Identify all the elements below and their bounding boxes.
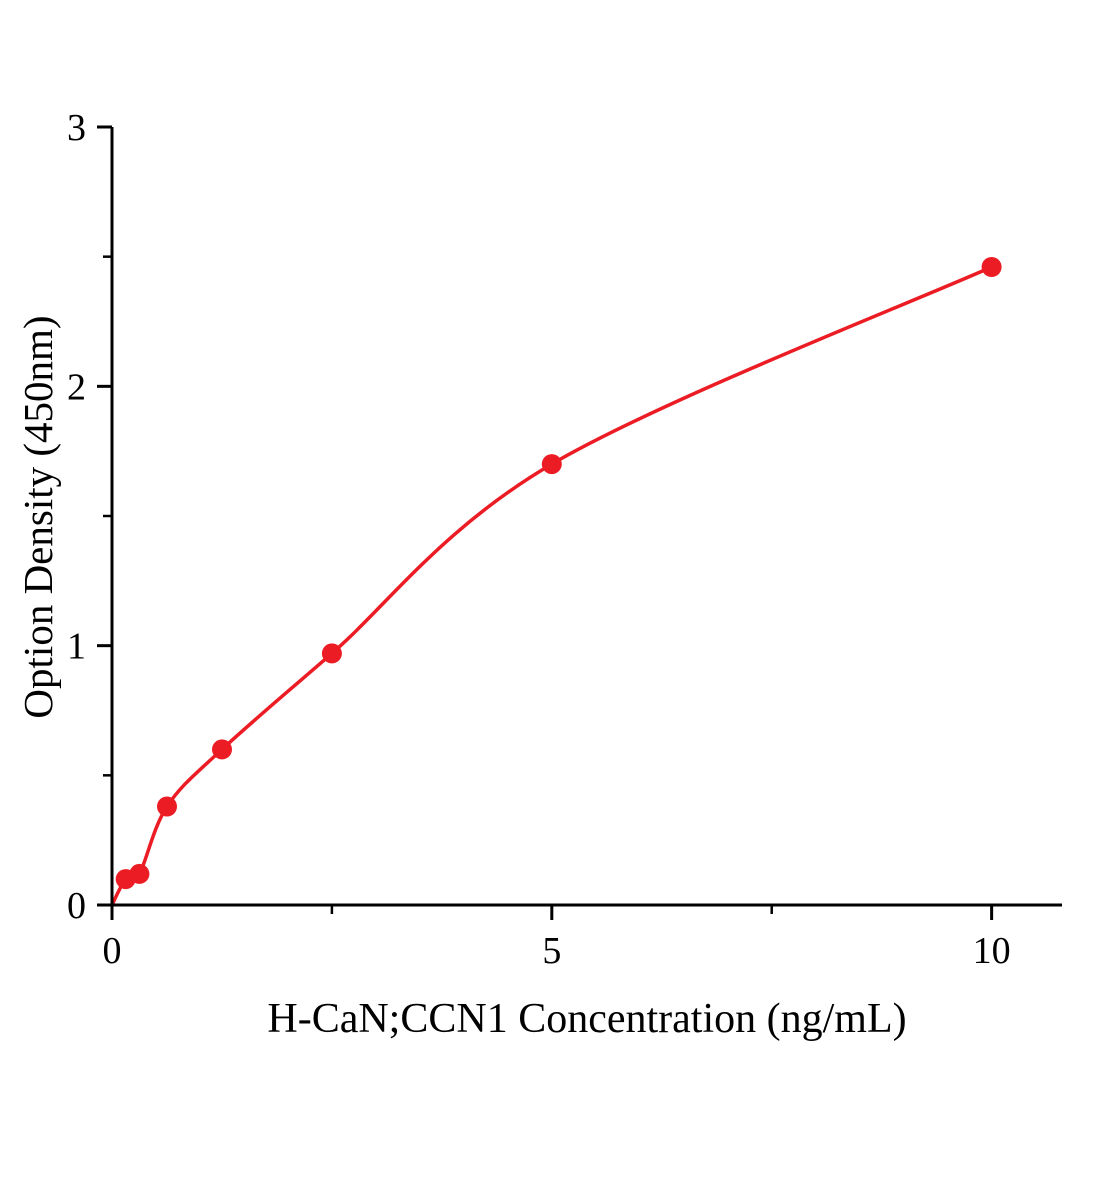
y-tick-label: 1 [67,626,86,668]
y-tick-label: 0 [67,885,86,927]
fit-curve [110,265,994,907]
y-axis-title: Option Density (450nm) [15,315,61,719]
data-point [321,643,342,664]
x-axis-title: H-CaN;CCN1 Concentration (ng/mL) [267,996,907,1042]
data-point [157,796,177,817]
x-tick-label: 10 [973,930,1011,972]
data-point [541,454,562,475]
y-tick-label: 2 [67,366,86,408]
data-point [212,739,232,760]
data-point [129,863,150,884]
x-tick-label: 5 [542,930,561,972]
y-tick-label: 3 [67,107,86,149]
data-point [981,257,1002,277]
x-tick-label: 0 [103,930,122,972]
